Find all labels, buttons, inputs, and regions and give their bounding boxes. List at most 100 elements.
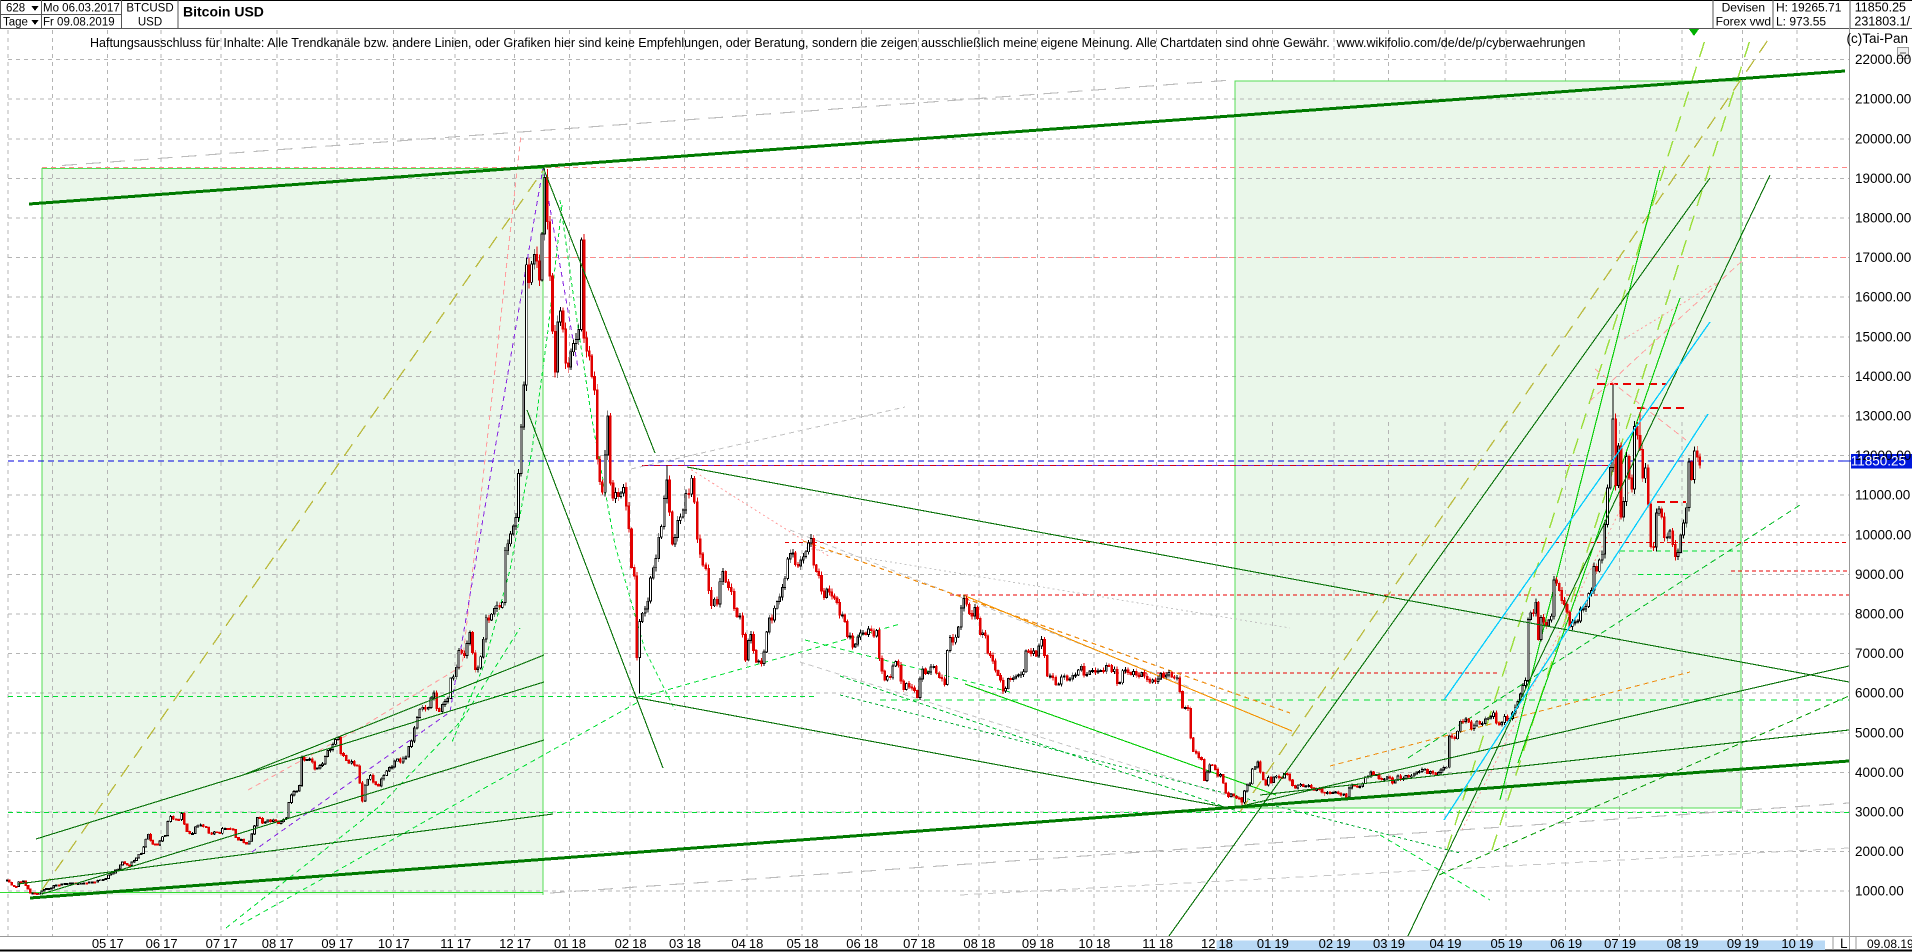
- svg-text:17: 17: [457, 936, 471, 951]
- svg-text:16000.00: 16000.00: [1855, 290, 1911, 305]
- svg-text:18: 18: [1039, 936, 1053, 951]
- svg-text:17: 17: [395, 936, 409, 951]
- svg-text:08: 08: [1667, 936, 1681, 951]
- svg-text:18: 18: [864, 936, 878, 951]
- svg-text:21000.00: 21000.00: [1855, 92, 1911, 107]
- svg-text:12: 12: [499, 936, 513, 951]
- svg-text:07: 07: [206, 936, 220, 951]
- svg-text:19000.00: 19000.00: [1855, 171, 1911, 186]
- svg-text:11850.25: 11850.25: [1851, 454, 1906, 469]
- svg-text:4000.00: 4000.00: [1855, 765, 1904, 780]
- svg-text:20000.00: 20000.00: [1855, 131, 1911, 146]
- svg-text:17: 17: [223, 936, 237, 951]
- svg-text:19: 19: [1684, 936, 1698, 951]
- svg-text:02: 02: [615, 936, 629, 951]
- svg-text:12000.00: 12000.00: [1855, 448, 1911, 463]
- svg-text:18: 18: [572, 936, 586, 951]
- svg-text:19: 19: [1274, 936, 1288, 951]
- svg-text:14000.00: 14000.00: [1855, 369, 1911, 384]
- svg-text:18: 18: [1096, 936, 1110, 951]
- svg-text:06: 06: [846, 936, 860, 951]
- svg-text:17: 17: [163, 936, 177, 951]
- svg-text:(c)Tai-Pan: (c)Tai-Pan: [1846, 31, 1908, 46]
- svg-text:17: 17: [517, 936, 531, 951]
- svg-text:01: 01: [554, 936, 568, 951]
- svg-text:17000.00: 17000.00: [1855, 250, 1911, 265]
- svg-text:11: 11: [440, 936, 454, 951]
- svg-text:04: 04: [731, 936, 745, 951]
- svg-text:19: 19: [1622, 936, 1636, 951]
- svg-text:Devisen: Devisen: [1722, 1, 1765, 15]
- svg-text:Fr 09.08.2019: Fr 09.08.2019: [43, 17, 115, 29]
- svg-text:Haftungsausschluss für Inhalte: Haftungsausschluss für Inhalte: Alle Tre…: [90, 36, 1585, 50]
- svg-text:18: 18: [632, 936, 646, 951]
- svg-text:Mo 06.03.2017: Mo 06.03.2017: [43, 3, 120, 15]
- svg-text:18: 18: [687, 936, 701, 951]
- svg-text:09: 09: [321, 936, 335, 951]
- svg-text:15000.00: 15000.00: [1855, 329, 1911, 344]
- svg-text:Forex vwd: Forex vwd: [1716, 15, 1771, 29]
- svg-text:L: 973.55: L: 973.55: [1776, 15, 1826, 29]
- svg-text:07: 07: [903, 936, 917, 951]
- svg-text:L: L: [1840, 936, 1848, 951]
- svg-text:08: 08: [262, 936, 276, 951]
- svg-text:19: 19: [1508, 936, 1522, 951]
- svg-text:08: 08: [963, 936, 977, 951]
- svg-text:6000.00: 6000.00: [1855, 686, 1904, 701]
- svg-text:09.08.19: 09.08.19: [1867, 937, 1912, 951]
- svg-text:10: 10: [1078, 936, 1092, 951]
- svg-text:Bitcoin USD: Bitcoin USD: [183, 4, 264, 20]
- svg-text:19: 19: [1336, 936, 1350, 951]
- svg-text:9000.00: 9000.00: [1855, 567, 1904, 582]
- svg-text:10: 10: [1781, 936, 1795, 951]
- svg-text:5000.00: 5000.00: [1855, 725, 1904, 740]
- svg-text:10000.00: 10000.00: [1855, 527, 1911, 542]
- svg-text:09: 09: [1022, 936, 1036, 951]
- svg-text:18000.00: 18000.00: [1855, 211, 1911, 226]
- svg-text:19: 19: [1391, 936, 1405, 951]
- svg-text:19: 19: [1799, 936, 1813, 951]
- svg-text:12: 12: [1201, 936, 1215, 951]
- svg-text:11: 11: [1142, 936, 1156, 951]
- svg-text:18: 18: [921, 936, 935, 951]
- svg-text:18: 18: [981, 936, 995, 951]
- svg-text:USD: USD: [138, 17, 162, 29]
- svg-text:05: 05: [92, 936, 106, 951]
- svg-text:09: 09: [1727, 936, 1741, 951]
- svg-text:06: 06: [146, 936, 160, 951]
- svg-text:231803.1/: 231803.1/: [1854, 15, 1910, 29]
- svg-text:10: 10: [378, 936, 392, 951]
- svg-text:8000.00: 8000.00: [1855, 607, 1904, 622]
- svg-text:22000.00: 22000.00: [1855, 52, 1911, 67]
- svg-text:06: 06: [1550, 936, 1564, 951]
- svg-text:17: 17: [339, 936, 353, 951]
- svg-text:17: 17: [279, 936, 293, 951]
- svg-text:02: 02: [1319, 936, 1333, 951]
- svg-text:13000.00: 13000.00: [1855, 409, 1911, 424]
- svg-text:17: 17: [109, 936, 123, 951]
- svg-text:19: 19: [1568, 936, 1582, 951]
- svg-text:BTCUSD: BTCUSD: [126, 3, 173, 15]
- svg-text:19: 19: [1744, 936, 1758, 951]
- svg-text:11000.00: 11000.00: [1855, 488, 1910, 503]
- svg-text:H: 19265.71: H: 19265.71: [1776, 1, 1842, 15]
- svg-text:1000.00: 1000.00: [1855, 884, 1904, 899]
- svg-text:19: 19: [1447, 936, 1461, 951]
- svg-text:05: 05: [787, 936, 801, 951]
- svg-text:3000.00: 3000.00: [1855, 805, 1904, 820]
- svg-text:05: 05: [1491, 936, 1505, 951]
- svg-text:11850.25: 11850.25: [1855, 1, 1906, 15]
- svg-text:Tage: Tage: [3, 17, 28, 29]
- svg-text:7000.00: 7000.00: [1855, 646, 1904, 661]
- svg-text:18: 18: [804, 936, 818, 951]
- svg-text:01: 01: [1257, 936, 1271, 951]
- svg-text:18: 18: [1219, 936, 1233, 951]
- svg-text:07: 07: [1604, 936, 1618, 951]
- svg-text:2000.00: 2000.00: [1855, 844, 1904, 859]
- svg-text:628: 628: [6, 3, 25, 15]
- svg-text:18: 18: [749, 936, 763, 951]
- svg-text:03: 03: [1373, 936, 1387, 951]
- svg-text:03: 03: [669, 936, 683, 951]
- svg-text:18: 18: [1159, 936, 1173, 951]
- svg-text:04: 04: [1430, 936, 1444, 951]
